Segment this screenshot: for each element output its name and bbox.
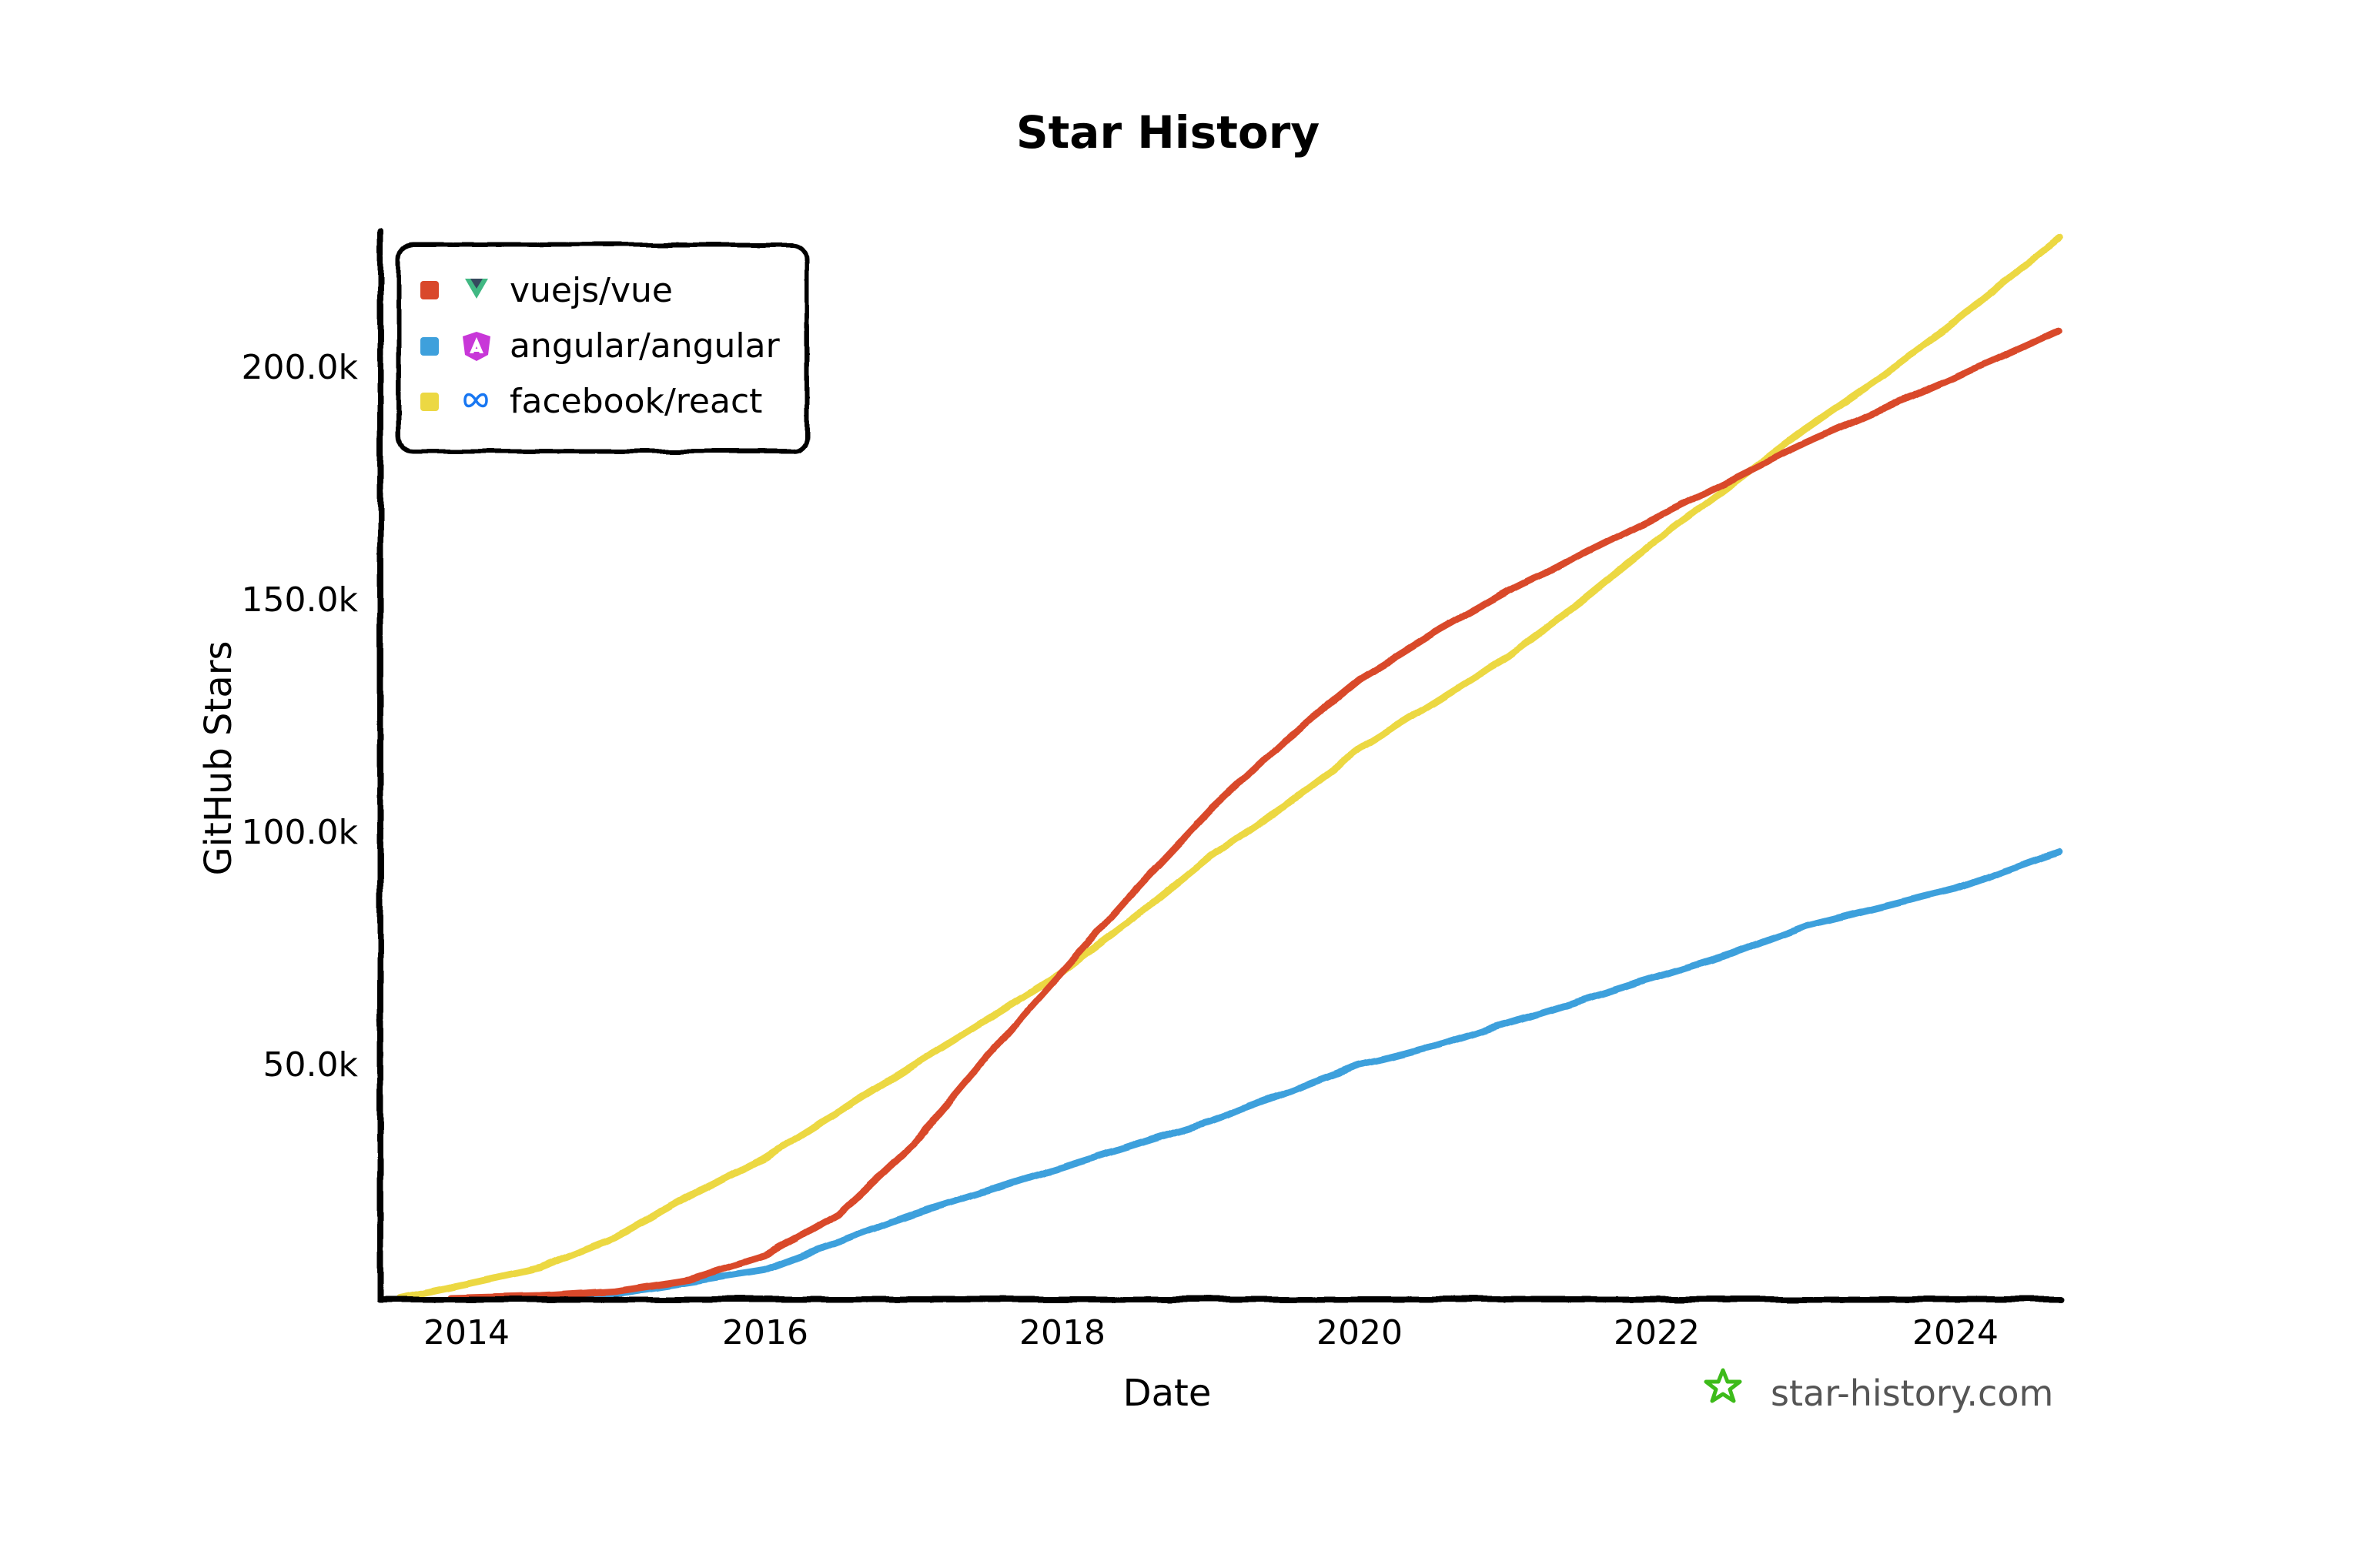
x-tick-label: 2022 [1614,1313,1700,1352]
x-tick-label: 2020 [1316,1313,1403,1352]
star-logo-icon [1704,1368,1742,1403]
legend-item-react: facebook/react [420,382,762,421]
legend: vuejs/vue angular/angular facebook/react [396,242,809,453]
chart-title: Star History [1016,106,1320,159]
legend-item-angular: angular/angular [420,326,781,366]
x-tick-labels: 2014 2016 2018 2020 2022 2024 [423,1313,1999,1352]
x-axis-label: Date [1123,1372,1212,1415]
watermark-text: star-history.com [1771,1372,2053,1414]
series-line-vuejs-vue [448,327,2062,1302]
axes [377,228,2065,1302]
series-line-angular-angular [582,848,2062,1302]
angular-logo-icon [463,332,490,361]
meta-logo-icon [463,393,488,408]
series-lines [396,234,2062,1302]
legend-box [396,242,809,453]
x-tick-label: 2016 [722,1313,808,1352]
y-tick-label: 150.0k [242,580,359,620]
legend-label: angular/angular [510,326,781,366]
legend-swatch [420,393,439,411]
y-tick-labels: 50.0k 100.0k 150.0k 200.0k [242,348,359,1085]
y-tick-label: 200.0k [242,348,359,387]
legend-item-vue: vuejs/vue [420,271,673,310]
watermark: star-history.com [1704,1368,2053,1414]
y-tick-label: 100.0k [242,813,359,852]
y-axis-label: GitHub Stars [197,640,240,875]
legend-swatch [420,281,439,299]
legend-swatch [420,337,439,356]
x-tick-label: 2018 [1019,1313,1106,1352]
legend-label: vuejs/vue [510,271,673,310]
y-tick-label: 50.0k [263,1045,359,1085]
x-tick-label: 2024 [1912,1313,1999,1352]
legend-label: facebook/react [510,382,762,421]
x-tick-label: 2014 [423,1313,510,1352]
vue-logo-icon [465,279,488,299]
